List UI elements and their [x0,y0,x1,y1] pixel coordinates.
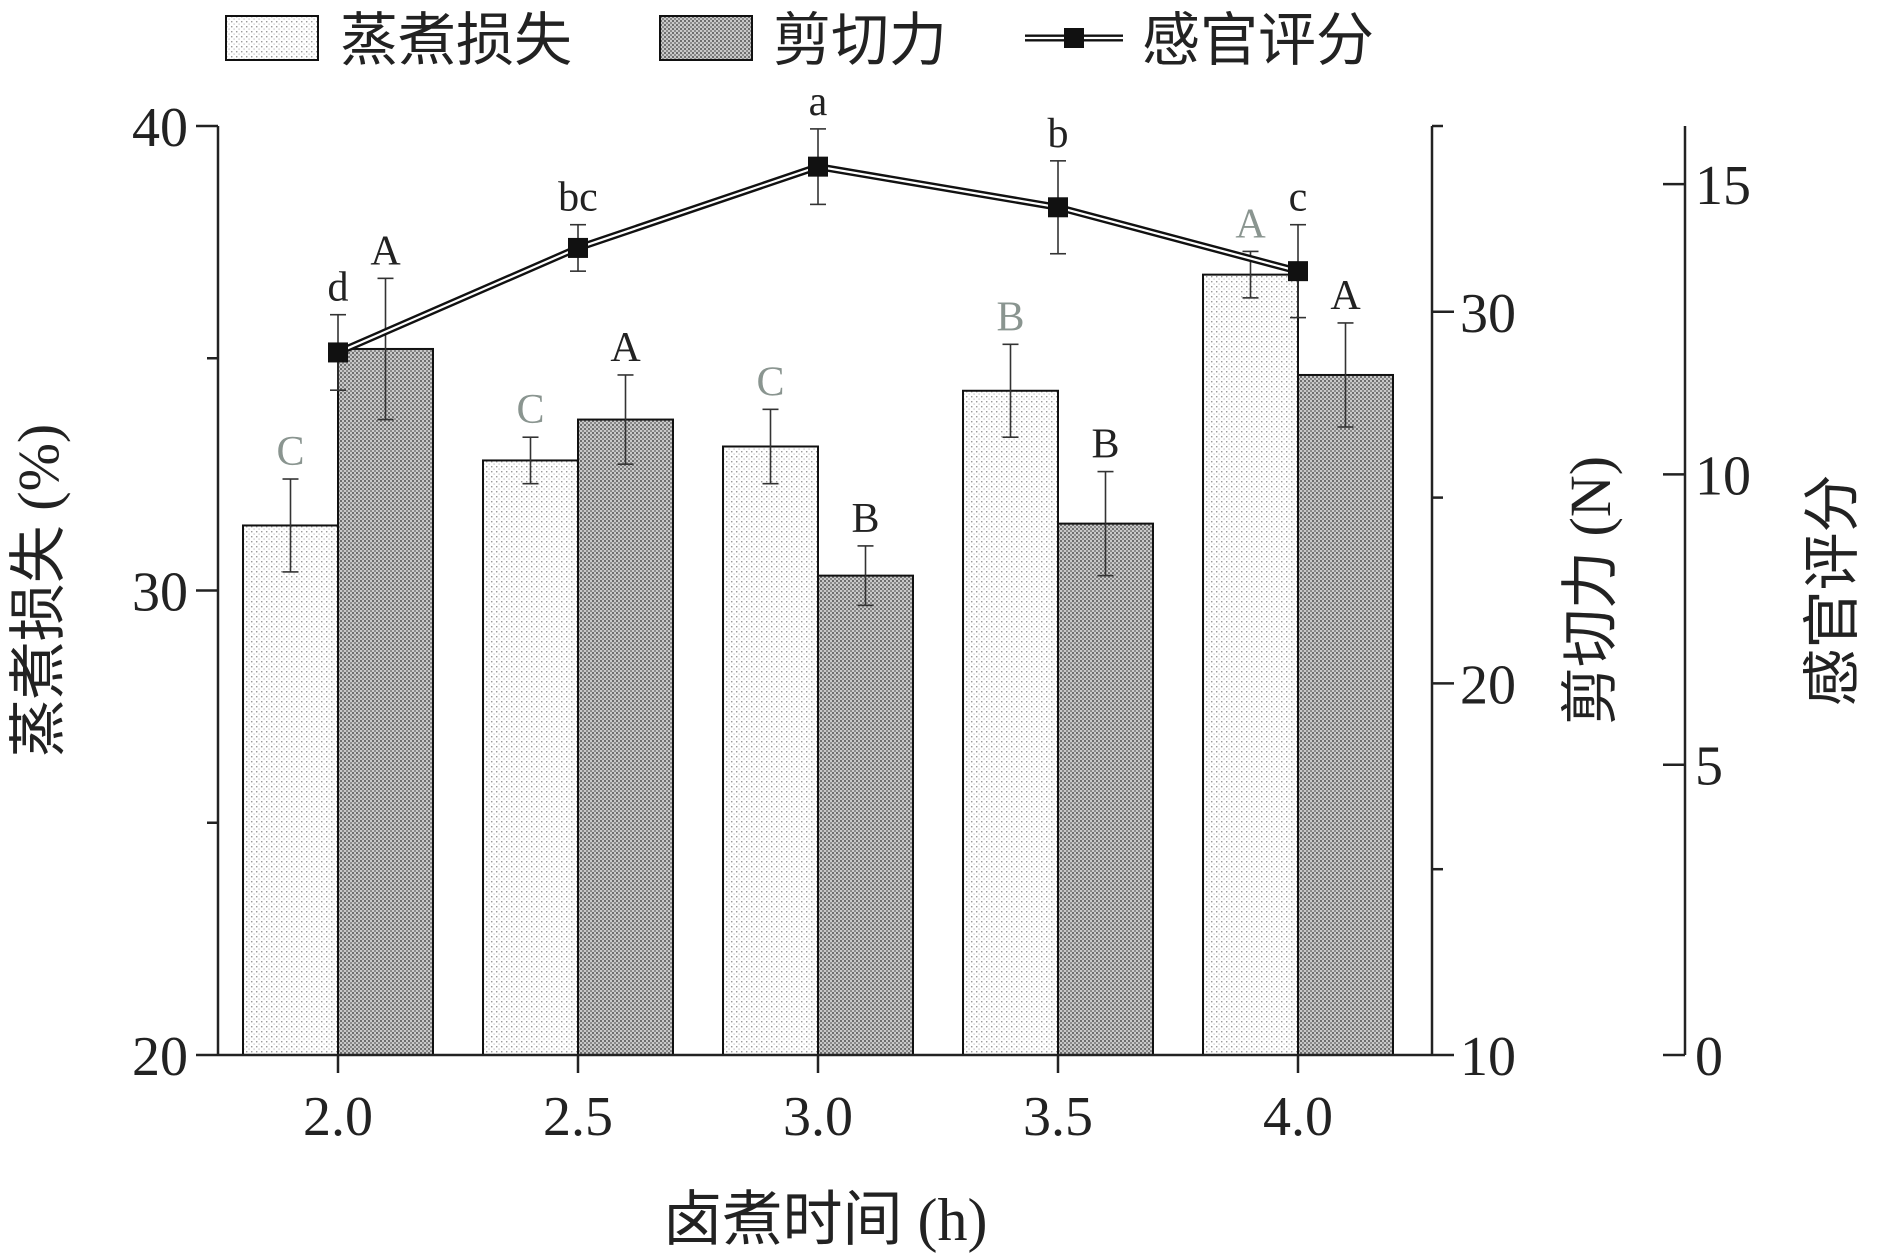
letter-cooking-loss-3.5: B [996,294,1024,340]
x-tick-label-2.0: 2.0 [303,1086,373,1148]
y-left-tick-label-30: 30 [132,562,188,624]
legend-label-shear-force: 剪切力 [773,8,947,73]
letter-sensory-3.0: a [809,79,828,125]
y-right2-tick-label-0: 0 [1695,1026,1723,1088]
bar-cooking-loss-3.0 [722,445,819,1056]
y-right2-tick-label-10: 10 [1695,445,1751,507]
y-right2-tick-label-5: 5 [1695,736,1723,798]
letter-sensory-2.5: bc [558,175,598,221]
legend-swatch-cooking-loss [225,15,319,61]
y-right1-tick-label-30: 30 [1460,283,1516,345]
y-right1-axis-label: 剪切力 (N) [1558,456,1623,725]
errorbar-cooking-loss-3.5 [1002,343,1019,439]
letter-cooking-loss-4.0: A [1235,201,1266,247]
errorbar-shear-force-2.5 [617,374,634,465]
axes: 20 30 40 10 20 30 0 5 10 15 2.0 2.5 3.0 3.5 4.0 卤煮时间 (h… [6,97,1865,1253]
legend-label-sensory: 感官评分 [1142,8,1374,73]
bar-cooking-loss-3.5 [962,389,1059,1056]
letter-shear-force-4.0: A [1330,273,1361,319]
y-left-axis-label: 蒸煮损失 (%) [6,424,71,757]
x-tick-label-4.0: 4.0 [1263,1086,1333,1148]
letter-shear-force-2.5: A [610,325,641,371]
bar-cooking-loss-4.0 [1202,273,1299,1056]
legend: 蒸煮损失 剪切力 感官评分 [225,8,1374,73]
errorbar-cooking-loss-2.5 [522,436,539,485]
bar-shear-force-3.0 [817,574,914,1056]
bar-cooking-loss-2.5 [482,459,579,1056]
y-right2-tick-label-15: 15 [1695,155,1751,217]
point-sensory-3.0 [808,156,828,177]
letter-shear-force-3.5: B [1091,422,1119,468]
x-tick-label-2.5: 2.5 [543,1086,613,1148]
letter-sensory-3.5: b [1048,111,1069,157]
errorbar-cooking-loss-2.0 [282,478,299,573]
legend-swatch-shear-force [659,15,753,61]
bar-shear-force-4.0 [1297,373,1394,1056]
letter-shear-force-2.0: A [370,228,401,274]
y-right1-tick-label-10: 10 [1460,1026,1516,1088]
errorbar-cooking-loss-3.0 [762,408,779,485]
bar-shear-force-3.5 [1057,522,1154,1056]
bar-shear-force-2.5 [577,418,674,1056]
errorbar-shear-force-4.0 [1337,322,1354,428]
x-tick-label-3.5: 3.5 [1023,1086,1093,1148]
letter-cooking-loss-2.5: C [516,387,544,433]
errorbar-shear-force-3.0 [857,545,874,607]
bar-shear-force-2.0 [337,347,434,1056]
y-left-tick-label-40: 40 [132,97,188,159]
letter-cooking-loss-2.0: C [276,429,304,475]
point-sensory-2.5 [568,237,588,258]
y-left-tick-label-20: 20 [132,1026,188,1088]
x-tick-label-3.0: 3.0 [783,1086,853,1148]
x-axis-label: 卤煮时间 (h) [663,1187,988,1253]
legend-label-cooking-loss: 蒸煮损失 [340,8,572,73]
errorbar-shear-force-3.5 [1097,470,1114,577]
letter-sensory-2.0: d [328,265,349,311]
point-sensory-4.0 [1288,261,1308,282]
letter-cooking-loss-3.0: C [756,359,784,405]
bar-cooking-loss-2.0 [242,524,339,1056]
letter-shear-force-3.0: B [851,496,879,542]
errorbar-shear-force-2.0 [377,277,394,421]
letter-sensory-4.0: c [1289,175,1308,221]
point-sensory-3.5 [1048,197,1068,218]
y-right2-axis-label: 感官评分 [1800,474,1865,706]
y-right1-tick-label-20: 20 [1460,654,1516,716]
point-sensory-2.0 [328,342,348,363]
legend-swatch-sensory-marker [1064,28,1084,48]
